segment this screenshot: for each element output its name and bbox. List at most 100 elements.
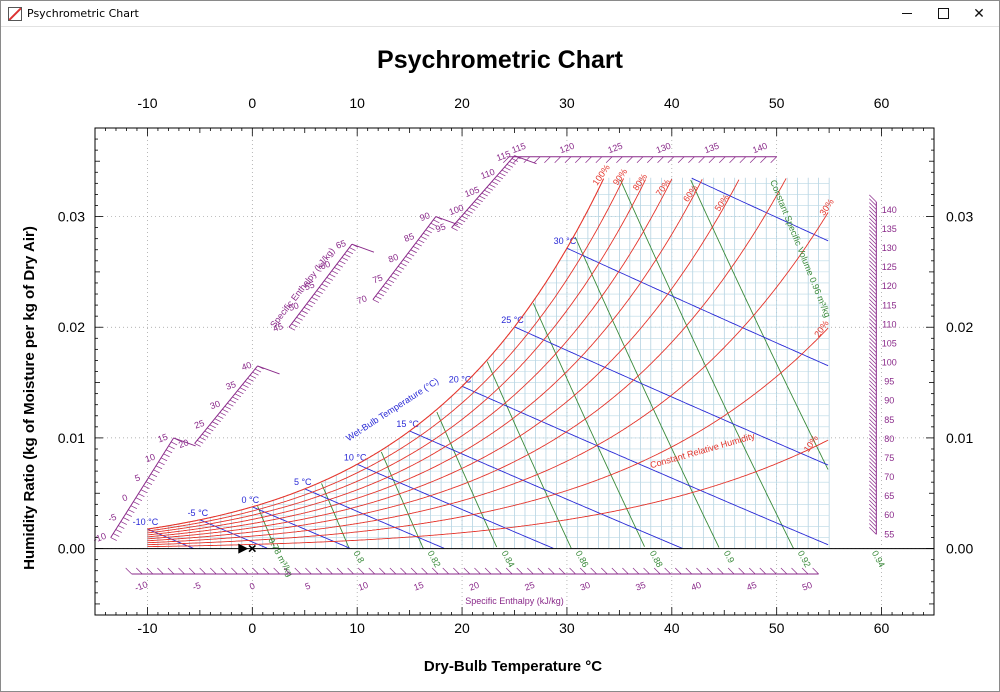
enthalpy-right-tick: [869, 500, 877, 508]
x-tick-label-top: 20: [454, 95, 470, 111]
enthalpy-right-label: 115: [882, 300, 896, 310]
enthalpy-right-tick: [869, 256, 877, 264]
close-button[interactable]: ✕: [956, 1, 1000, 26]
enthalpy-bottom-tick: [569, 567, 576, 575]
enthalpy-bottom-tick: [696, 567, 703, 575]
enthalpy-right-tick: [869, 465, 877, 473]
enthalpy-bottom-tick: [157, 567, 164, 575]
wet-bulb-label: -10 °C: [133, 517, 159, 527]
enthalpy-diagonal-tick: [128, 509, 135, 513]
enthalpy-diagonal-tick: [242, 384, 249, 388]
enthalpy-bottom-tick: [516, 567, 523, 575]
enthalpy-diagonal-tick: [165, 449, 173, 454]
enthalpy-diagonal-tick: [453, 224, 461, 229]
enthalpy-diagonal-tick: [301, 310, 308, 314]
enthalpy-diagonal-tick: [237, 390, 244, 395]
x-tick-label-bottom: -10: [137, 620, 157, 636]
enthalpy-right-tick: [869, 507, 877, 516]
enthalpy-diagonal-tick: [397, 266, 405, 270]
enthalpy-bottom-tick: [357, 567, 365, 575]
enthalpy-bottom-tick: [558, 567, 566, 575]
wet-bulb-line: [304, 488, 445, 549]
enthalpy-diagonal-tick: [217, 415, 224, 419]
enthalpy-right-tick: [869, 229, 877, 237]
enthalpy-right-tick: [869, 480, 877, 489]
enthalpy-diagonal-tick: [199, 436, 206, 441]
window-title: Psychrometric Chart: [27, 7, 139, 20]
enthalpy-right-tick: [869, 252, 877, 261]
enthalpy-right-label: 65: [884, 491, 894, 501]
enthalpy-top-tick: [636, 156, 644, 164]
enthalpy-right-label: 80: [884, 434, 894, 444]
x-tick-label-top: 40: [664, 95, 680, 111]
enthalpy-bottom-tick: [675, 567, 682, 575]
enthalpy-diagonal-tick: [402, 259, 410, 264]
enthalpy-right-label: 120: [882, 281, 897, 291]
y-tick-label-right: 0.00: [946, 541, 973, 557]
enthalpy-diagonal-tail: [257, 365, 280, 375]
enthalpy-bottom-tick: [294, 567, 302, 575]
rh-label: 70%: [654, 177, 673, 197]
enthalpy-right-tick: [869, 368, 877, 377]
enthalpy-bottom-tick: [611, 567, 619, 575]
minimize-button[interactable]: [884, 1, 930, 26]
rh-label: 50%: [713, 193, 732, 213]
x-tick-label-top: 50: [769, 95, 785, 111]
enthalpy-diagonal-scale: [110, 437, 175, 538]
x-tick-label-bottom: 50: [769, 620, 785, 636]
enthalpy-diagonal-tick: [456, 221, 463, 226]
enthalpy-right-tick: [869, 233, 877, 241]
enthalpy-diagonal-tick: [222, 409, 229, 413]
enthalpy-diagonal-tick: [204, 430, 211, 435]
enthalpy-bottom-label: 45: [745, 580, 758, 593]
enthalpy-right-tick: [869, 279, 877, 288]
specific-volume-unit-label: 0.78 m³/kg: [266, 536, 295, 578]
x-tick-label-bottom: 30: [559, 620, 575, 636]
enthalpy-diagonal-tick: [319, 287, 326, 291]
enthalpy-diagonal-tick: [291, 323, 298, 328]
enthalpy-right-tick: [869, 241, 877, 249]
enthalpy-top-tick: [575, 156, 582, 164]
enthalpy-diagonal-tick: [390, 276, 397, 280]
enthalpy-bottom-tick: [770, 567, 777, 575]
specific-volume-label: 0.86: [574, 549, 591, 569]
enthalpy-bottom-tick: [717, 567, 724, 575]
enthalpy-top-tick: [667, 156, 675, 164]
enthalpy-right-tick: [869, 503, 877, 512]
enthalpy-diagonal-tick: [219, 412, 226, 416]
enthalpy-bottom-label: -10: [133, 579, 149, 593]
enthalpy-diagonal-tick: [324, 280, 331, 285]
maximize-button[interactable]: [920, 1, 966, 26]
enthalpy-right-tick: [869, 210, 877, 218]
enthalpy-diagonal-tick: [202, 433, 209, 438]
enthalpy-top-tick: [533, 156, 541, 164]
maximize-icon: [937, 8, 949, 19]
enthalpy-bottom-tick: [252, 567, 259, 575]
enthalpy-right-tick: [869, 457, 877, 465]
enthalpy-diagonal-tick: [349, 247, 356, 251]
enthalpy-diagonal-tick: [481, 192, 488, 197]
enthalpy-right-tick: [869, 461, 877, 469]
state-point-arrow: [238, 543, 249, 554]
x-tick-label-top: 10: [349, 95, 365, 111]
enthalpy-diagonal-tick: [491, 181, 499, 185]
enthalpy-top-tick: [595, 156, 603, 164]
enthalpy-top-label: 130: [655, 141, 673, 156]
wet-bulb-line: [357, 463, 554, 549]
psychrometric-chart: 0.8 0.82 0.84 0.86 0.88 0.9 0.92 0.94 -10 °C -5 °…: [21, 46, 973, 675]
enthalpy-top-tick: [688, 156, 695, 164]
enthalpy-right-label: 90: [884, 396, 894, 406]
title-bar[interactable]: Psychrometric Chart ✕: [1, 1, 999, 27]
rh-curve: [147, 179, 740, 540]
enthalpy-top-tick: [554, 156, 561, 164]
enthalpy-right-tick: [869, 217, 877, 226]
enthalpy-diagonal-tick: [212, 421, 219, 426]
enthalpy-bottom-tick: [505, 567, 513, 575]
enthalpy-right-tick: [869, 527, 877, 535]
close-icon: ✕: [973, 5, 985, 21]
enthalpy-right-tick: [869, 411, 877, 419]
enthalpy-diagonal-tick: [506, 163, 514, 168]
enthalpy-bottom-tick: [664, 567, 671, 575]
enthalpy-right-tick: [869, 380, 877, 388]
